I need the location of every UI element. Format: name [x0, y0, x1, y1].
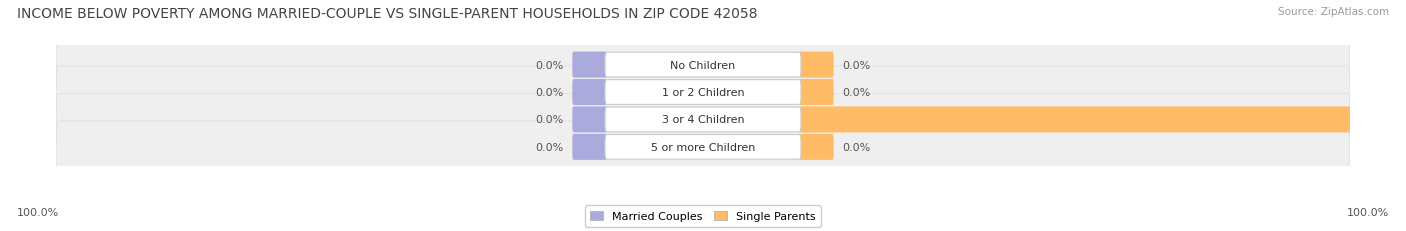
- FancyBboxPatch shape: [799, 107, 1406, 133]
- FancyBboxPatch shape: [605, 53, 801, 78]
- Text: 0.0%: 0.0%: [536, 115, 564, 125]
- Text: INCOME BELOW POVERTY AMONG MARRIED-COUPLE VS SINGLE-PARENT HOUSEHOLDS IN ZIP COD: INCOME BELOW POVERTY AMONG MARRIED-COUPL…: [17, 7, 758, 21]
- FancyBboxPatch shape: [572, 134, 607, 160]
- FancyBboxPatch shape: [56, 94, 1350, 146]
- Text: 0.0%: 0.0%: [842, 142, 870, 152]
- FancyBboxPatch shape: [572, 107, 607, 133]
- Text: 0.0%: 0.0%: [536, 60, 564, 70]
- FancyBboxPatch shape: [799, 134, 834, 160]
- Text: 0.0%: 0.0%: [536, 88, 564, 97]
- FancyBboxPatch shape: [572, 80, 607, 106]
- Text: No Children: No Children: [671, 60, 735, 70]
- Text: 3 or 4 Children: 3 or 4 Children: [662, 115, 744, 125]
- Text: 100.0%: 100.0%: [17, 207, 59, 217]
- Text: 0.0%: 0.0%: [536, 142, 564, 152]
- Legend: Married Couples, Single Parents: Married Couples, Single Parents: [585, 205, 821, 227]
- FancyBboxPatch shape: [56, 67, 1350, 119]
- FancyBboxPatch shape: [605, 135, 801, 159]
- Text: 1 or 2 Children: 1 or 2 Children: [662, 88, 744, 97]
- FancyBboxPatch shape: [605, 80, 801, 105]
- FancyBboxPatch shape: [605, 108, 801, 132]
- Text: Source: ZipAtlas.com: Source: ZipAtlas.com: [1278, 7, 1389, 17]
- FancyBboxPatch shape: [572, 52, 607, 78]
- FancyBboxPatch shape: [56, 121, 1350, 173]
- Text: 0.0%: 0.0%: [842, 60, 870, 70]
- Text: 5 or more Children: 5 or more Children: [651, 142, 755, 152]
- FancyBboxPatch shape: [799, 80, 834, 106]
- FancyBboxPatch shape: [799, 52, 834, 78]
- Text: 0.0%: 0.0%: [842, 88, 870, 97]
- FancyBboxPatch shape: [56, 39, 1350, 91]
- Text: 100.0%: 100.0%: [1347, 207, 1389, 217]
